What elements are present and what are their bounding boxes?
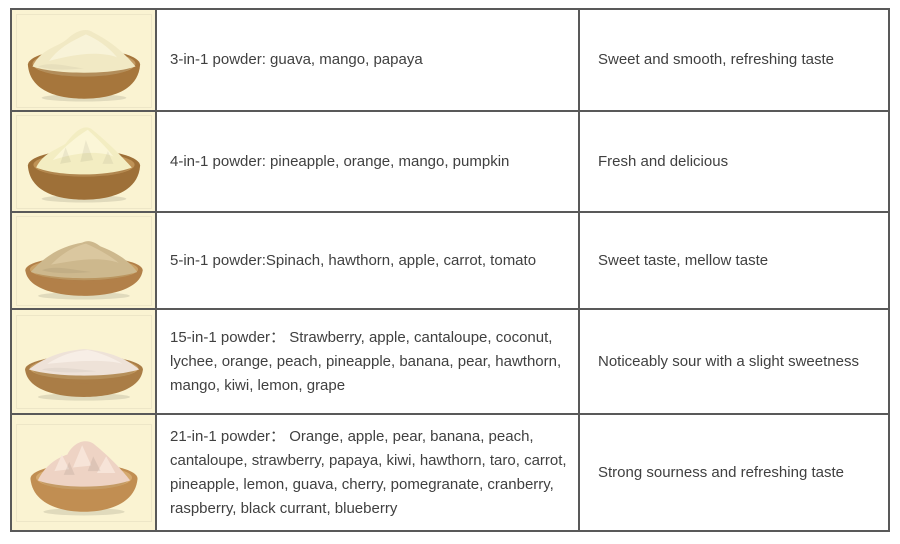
powder-image-cell — [10, 211, 157, 310]
table-row: 4-in-1 powder: pineapple, orange, mango,… — [10, 110, 890, 213]
powder-description-cell: 21-in-1 powder： Orange, apple, pear, ban… — [155, 413, 580, 532]
table-row: 3-in-1 powder: guava, mango, papaya Swee… — [10, 8, 890, 112]
taste-text: Sweet and smooth, refreshing taste — [598, 51, 834, 68]
table-row: 5-in-1 powder:Spinach, hawthorn, apple, … — [10, 211, 890, 310]
taste-text: Noticeably sour with a slight sweetness — [598, 352, 859, 370]
powder-plate-photo-5in1 — [15, 216, 152, 306]
taste-cell: Strong sourness and refreshing taste — [578, 413, 890, 532]
powder-description: 15-in-1 powder： Strawberry, apple, canta… — [170, 328, 562, 394]
taste-cell: Fresh and delicious — [578, 110, 890, 213]
taste-cell: Sweet taste, mellow taste — [578, 211, 890, 310]
powder-description: 3-in-1 powder: guava, mango, papaya — [170, 51, 423, 68]
table-row: 15-in-1 powder： Strawberry, apple, canta… — [10, 308, 890, 415]
powder-description: 4-in-1 powder: pineapple, orange, mango,… — [170, 152, 510, 170]
taste-text: Sweet taste, mellow taste — [598, 251, 769, 269]
powder-description-cell: 15-in-1 powder： Strawberry, apple, canta… — [155, 308, 580, 415]
powder-description: 21-in-1 powder： Orange, apple, pear, ban… — [170, 427, 567, 517]
powder-image-cell — [10, 110, 157, 213]
table-row: 21-in-1 powder： Orange, apple, pear, ban… — [10, 413, 890, 532]
taste-text: Strong sourness and refreshing taste — [598, 463, 844, 481]
taste-text: Fresh and delicious — [598, 152, 729, 170]
powder-description: 5-in-1 powder:Spinach, hawthorn, apple, … — [170, 251, 537, 269]
taste-cell: Sweet and smooth, refreshing taste — [578, 8, 890, 112]
powder-image-cell — [10, 308, 157, 415]
powder-plate-photo-15in1 — [15, 315, 152, 409]
powder-description-cell: 3-in-1 powder: guava, mango, papaya — [155, 8, 580, 112]
powder-description-cell: 4-in-1 powder: pineapple, orange, mango,… — [155, 110, 580, 213]
powder-description-cell: 5-in-1 powder:Spinach, hawthorn, apple, … — [155, 211, 580, 310]
powder-image-cell — [10, 8, 157, 112]
powder-image-cell — [10, 413, 157, 532]
powder-comparison-table: 3-in-1 powder: guava, mango, papaya Swee… — [10, 8, 890, 532]
powder-bowl-photo-21in1 — [15, 424, 152, 522]
powder-bowl-photo-3in1 — [15, 13, 152, 108]
powder-bowl-photo-4in1 — [15, 115, 152, 209]
taste-cell: Noticeably sour with a slight sweetness — [578, 308, 890, 415]
